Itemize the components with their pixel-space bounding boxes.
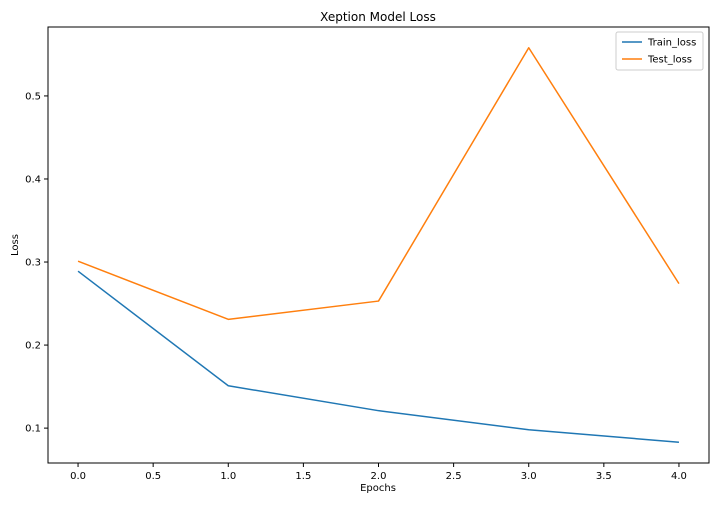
y-tick-label: 0.3	[25, 258, 41, 269]
y-tick-label: 0.5	[25, 91, 41, 102]
x-tick-label: 3.0	[521, 471, 537, 482]
x-tick-label: 1.5	[295, 471, 311, 482]
chart-title: Xeption Model Loss	[320, 10, 436, 24]
x-tick-label: 2.0	[371, 471, 387, 482]
x-tick-label: 4.0	[671, 471, 687, 482]
y-tick-label: 0.4	[25, 174, 41, 185]
y-tick-label: 0.1	[25, 424, 41, 435]
y-tick-label: 0.2	[25, 341, 41, 352]
y-axis-label: Loss	[10, 234, 21, 256]
legend: Train_loss Test_loss	[615, 31, 704, 71]
legend-label: Train_loss	[647, 38, 696, 49]
series-lines	[77, 47, 680, 443]
x-axis-ticks: 0.0 0.5 1.0 1.5 2.0 2.5 3.0 3.5 4.0	[70, 463, 687, 482]
x-tick-label: 0.5	[145, 471, 161, 482]
y-axis-ticks: 0.1 0.2 0.3 0.4 0.5	[25, 91, 48, 435]
x-tick-label: 1.0	[220, 471, 236, 482]
x-tick-label: 2.5	[446, 471, 462, 482]
series-line-test-loss	[77, 47, 680, 321]
x-tick-label: 0.0	[70, 471, 86, 482]
legend-label: Test_loss	[647, 55, 692, 66]
x-tick-label: 3.5	[596, 471, 612, 482]
series-line-train-loss	[77, 270, 680, 443]
x-axis-label: Epochs	[360, 483, 396, 494]
plot-area: 0.0 0.5 1.0 1.5 2.0 2.5 3.0 3.5 4.0 0.1 0.2 0.3 0.4…	[25, 26, 710, 482]
